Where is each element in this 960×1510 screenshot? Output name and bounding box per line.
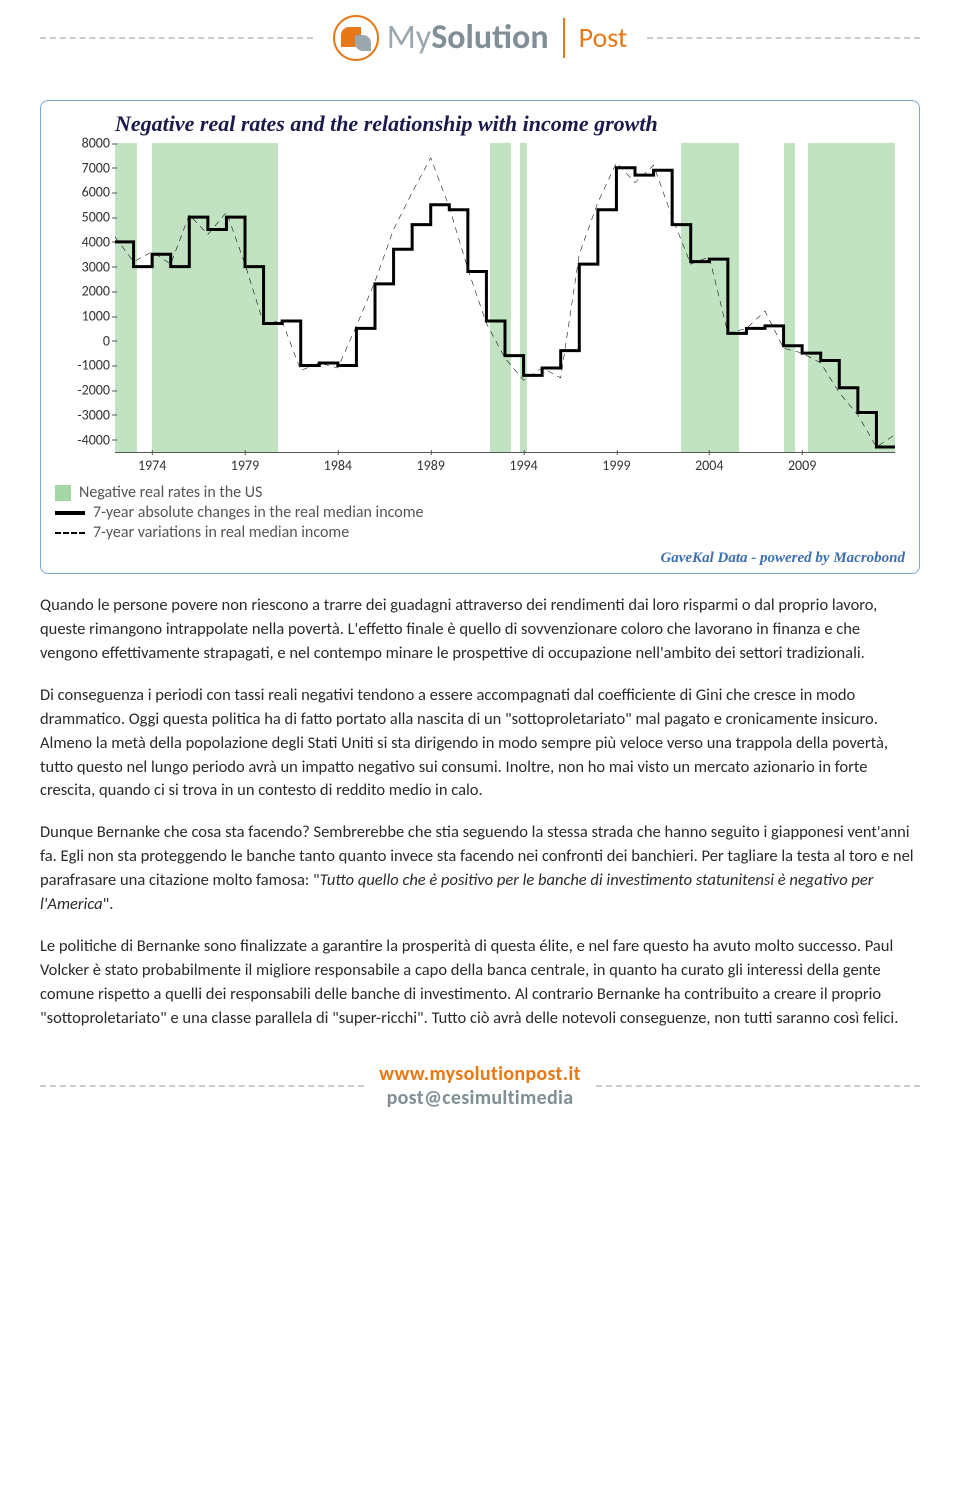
y-tick: 7000 (65, 159, 110, 176)
logo-divider (563, 18, 565, 58)
y-tick: -4000 (65, 431, 110, 448)
solid-line-icon (55, 511, 85, 515)
chart-credit: GaveKal Data - powered by Macrobond (55, 550, 905, 567)
header-dash-left (40, 37, 313, 39)
footer-url: www.mysolutionpost.it (379, 1062, 581, 1086)
header-dash-right (647, 37, 920, 39)
dash-line-icon (55, 532, 85, 534)
x-tick: 1974 (138, 457, 166, 474)
logo-text: MySolution (387, 17, 549, 58)
paragraph: Quando le persone povere non riescono a … (40, 594, 920, 666)
y-tick: 8000 (65, 135, 110, 152)
series-variations (115, 158, 895, 447)
footer-dash-right (596, 1085, 920, 1087)
footer: www.mysolutionpost.it post@cesimultimedi… (0, 1051, 960, 1121)
y-tick: -2000 (65, 382, 110, 399)
logo-sub: Post (579, 20, 628, 55)
x-tick: 2009 (788, 457, 816, 474)
chart-title: Negative real rates and the relationship… (115, 111, 905, 137)
y-tick: 1000 (65, 308, 110, 325)
footer-dash-left (40, 1085, 364, 1087)
chart-svg (115, 143, 895, 452)
article-body: Quando le persone povere non riescono a … (40, 594, 920, 1031)
paragraph: Le politiche di Bernanke sono finalizzat… (40, 935, 920, 1031)
y-tick: -3000 (65, 406, 110, 423)
header: MySolution Post (0, 0, 960, 70)
chart-container: Negative real rates and the relationship… (40, 100, 920, 574)
y-tick: 0 (65, 332, 110, 349)
logo: MySolution Post (333, 15, 628, 61)
y-tick: -1000 (65, 357, 110, 374)
x-tick: 2004 (695, 457, 723, 474)
legend-band-label: Negative real rates in the US (79, 483, 262, 502)
x-tick: 1989 (417, 457, 445, 474)
y-tick: 4000 (65, 233, 110, 250)
legend-solid: 7-year absolute changes in the real medi… (55, 503, 905, 522)
x-tick: 1999 (602, 457, 630, 474)
x-tick: 1994 (509, 457, 537, 474)
legend-band: Negative real rates in the US (55, 483, 905, 502)
legend-dash-label: 7-year variations in real median income (93, 523, 349, 542)
paragraph: Di conseguenza i periodi con tassi reali… (40, 684, 920, 804)
y-tick: 6000 (65, 184, 110, 201)
y-tick: 5000 (65, 209, 110, 226)
band-swatch-icon (55, 485, 71, 501)
footer-email: post@cesimultimedia (379, 1086, 581, 1110)
x-tick: 1979 (231, 457, 259, 474)
y-tick: 3000 (65, 258, 110, 275)
legend-solid-label: 7-year absolute changes in the real medi… (93, 503, 423, 522)
x-tick: 1984 (324, 457, 352, 474)
puzzle-icon (333, 15, 379, 61)
paragraph: Dunque Bernanke che cosa sta facendo? Se… (40, 821, 920, 917)
legend-dash: 7-year variations in real median income (55, 523, 905, 542)
chart-plot: -4000-3000-2000-100001000200030004000500… (115, 143, 895, 453)
footer-center: www.mysolutionpost.it post@cesimultimedi… (379, 1062, 581, 1110)
chart-legend: Negative real rates in the US 7-year abs… (55, 483, 905, 542)
y-tick: 2000 (65, 283, 110, 300)
series-absolute-changes (115, 168, 895, 447)
